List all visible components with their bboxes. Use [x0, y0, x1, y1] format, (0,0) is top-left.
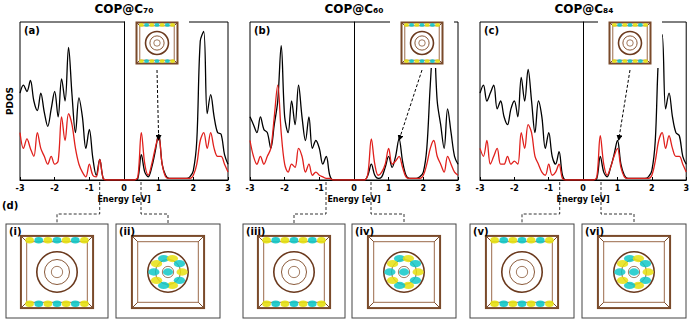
- svg-text:Energy [eV]: Energy [eV]: [327, 195, 380, 204]
- svg-text:-1: -1: [85, 184, 94, 193]
- svg-text:(v): (v): [473, 226, 489, 237]
- svg-text:COP@C₈₄: COP@C₈₄: [554, 2, 613, 16]
- svg-text:(c): (c): [484, 25, 499, 36]
- svg-text:(a): (a): [24, 25, 40, 36]
- svg-text:PDOS: PDOS: [5, 87, 15, 115]
- svg-text:-1: -1: [544, 184, 553, 193]
- svg-text:3: 3: [225, 184, 231, 193]
- svg-text:(vi): (vi): [585, 226, 604, 237]
- svg-text:-3: -3: [476, 184, 485, 193]
- svg-text:0: 0: [351, 184, 357, 193]
- svg-text:COP@C₇₀: COP@C₇₀: [94, 2, 153, 16]
- svg-text:Energy [eV]: Energy [eV]: [557, 195, 610, 204]
- svg-text:0: 0: [121, 184, 127, 193]
- svg-text:(i): (i): [9, 226, 22, 237]
- svg-text:(d): (d): [2, 200, 18, 211]
- svg-text:3: 3: [683, 184, 689, 193]
- svg-text:3: 3: [455, 184, 461, 193]
- svg-text:Energy [eV]: Energy [eV]: [97, 195, 150, 204]
- svg-text:-2: -2: [510, 184, 519, 193]
- svg-text:-3: -3: [246, 184, 255, 193]
- svg-text:COP@C₆₀: COP@C₆₀: [324, 2, 383, 16]
- svg-text:0: 0: [580, 184, 586, 193]
- svg-text:(ii): (ii): [119, 226, 135, 237]
- svg-text:2: 2: [649, 184, 655, 193]
- svg-text:-2: -2: [50, 184, 59, 193]
- svg-text:-1: -1: [315, 184, 324, 193]
- svg-text:(iv): (iv): [355, 226, 374, 237]
- svg-text:-2: -2: [280, 184, 289, 193]
- svg-text:2: 2: [191, 184, 197, 193]
- svg-text:(b): (b): [254, 25, 270, 36]
- svg-text:1: 1: [386, 184, 392, 193]
- svg-text:(iii): (iii): [246, 226, 265, 237]
- svg-text:2: 2: [421, 184, 427, 193]
- svg-text:-3: -3: [16, 184, 25, 193]
- svg-text:1: 1: [156, 184, 162, 193]
- svg-text:1: 1: [615, 184, 621, 193]
